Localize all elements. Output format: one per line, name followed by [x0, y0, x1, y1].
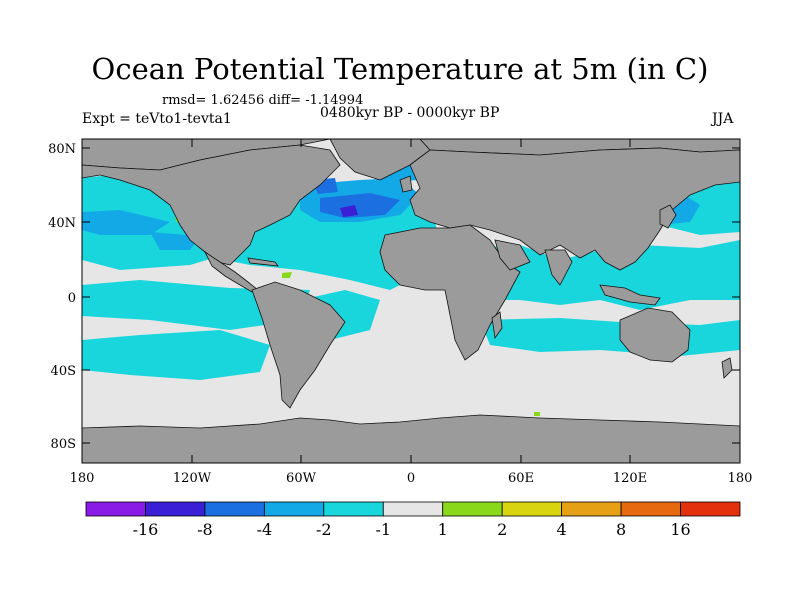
time-period-label: 0480kyr BP - 0000kyr BP: [320, 105, 500, 121]
australia: [619, 307, 691, 363]
colorbar-label: 4: [557, 520, 567, 539]
colorbar-swatch: [85, 501, 146, 517]
lat-label-80s: 80S: [51, 437, 76, 452]
lat-label-80n: 80N: [48, 142, 76, 157]
colorbar-label: -2: [316, 520, 332, 539]
lat-ticks: [82, 147, 740, 444]
colorbar-label: -1: [375, 520, 391, 539]
season-label: JJA: [712, 111, 734, 127]
lon-label-120e: 120E: [613, 471, 647, 486]
rmsd-diff-stats: rmsd= 1.62456 diff= -1.14994: [162, 93, 364, 108]
map-title: Ocean Potential Temperature at 5m (in C): [91, 52, 709, 86]
colorbar-swatch: [442, 501, 503, 517]
colorbar-swatch: [145, 501, 206, 517]
colorbar-swatch: [382, 501, 444, 517]
lon-ticks: [191, 139, 631, 463]
colorbar-swatch: [204, 501, 265, 517]
colorbar-swatch: [620, 501, 681, 517]
colorbar-swatch: [501, 501, 563, 517]
colorbar-label: 2: [497, 520, 507, 539]
lat-label-40s: 40S: [51, 364, 76, 379]
british-isles: [399, 175, 413, 193]
lon-label-60w: 60W: [286, 471, 317, 486]
lon-label-60e: 60E: [508, 471, 534, 486]
colorbar-label: 16: [670, 520, 690, 539]
lon-label-180w: 180: [70, 471, 95, 486]
colorbar-swatch: [323, 501, 384, 517]
colorbar-swatch: [263, 501, 325, 517]
antarctica: [82, 414, 740, 463]
japan: [659, 204, 677, 229]
colorbar-label: 1: [438, 520, 448, 539]
colorbar-label: -8: [197, 520, 213, 539]
indian-subcontinent: [544, 249, 573, 286]
madagascar: [491, 311, 503, 340]
colorbar-swatch: [680, 501, 741, 517]
colorbar-swatch: [561, 501, 622, 517]
continents: [82, 139, 740, 463]
caribbean-islands: [247, 257, 279, 267]
africa: [379, 224, 521, 361]
colorbar-label: 8: [616, 520, 626, 539]
maritime-southeast-asia: [599, 284, 661, 306]
experiment-label: Expt = teVto1-tevta1: [82, 111, 232, 127]
arabian-peninsula: [494, 239, 531, 271]
lon-label-120w: 120W: [173, 471, 212, 486]
lon-label-0: 0: [407, 471, 415, 486]
colorbar-label: -16: [133, 520, 159, 539]
map-panel: [82, 139, 740, 463]
lat-label-0: 0: [68, 291, 76, 306]
colorbar-label: -4: [257, 520, 273, 539]
lon-label-180e: 180: [728, 471, 753, 486]
south-america: [251, 281, 346, 409]
north-america: [82, 144, 341, 266]
colorbar: -16 -8 -4 -2 -1 1 2 4 8 16: [85, 501, 741, 539]
lat-label-40n: 40N: [48, 216, 76, 231]
